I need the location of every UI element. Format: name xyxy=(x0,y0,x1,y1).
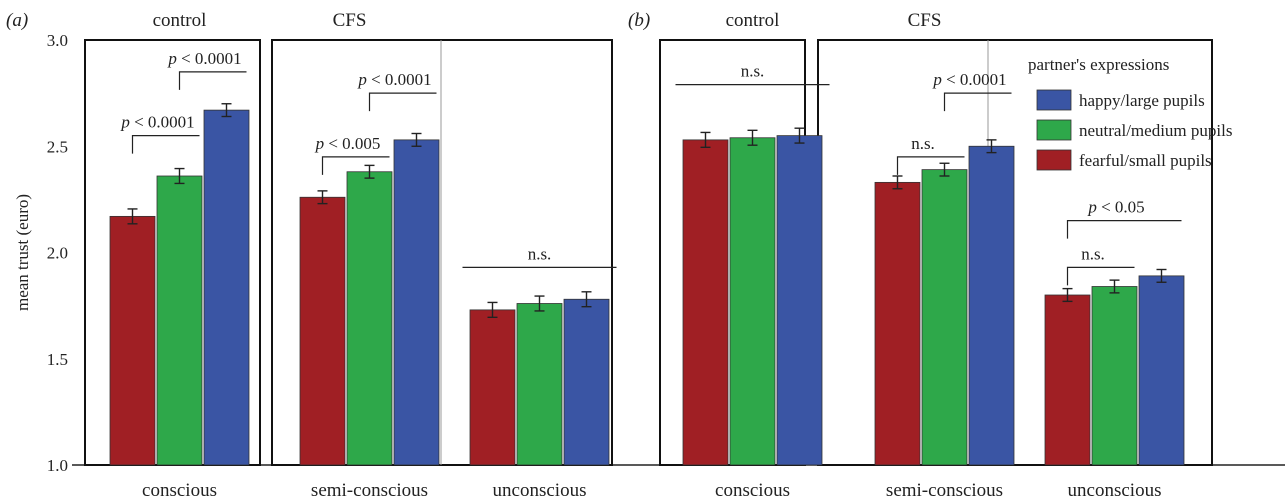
significance-bracket xyxy=(1066,266,1135,286)
significance-label: p < 0.0001 xyxy=(357,70,431,89)
significance-label: n.s. xyxy=(1081,244,1105,263)
bar xyxy=(1138,275,1185,466)
significance-label: n.s. xyxy=(911,134,935,153)
legend-label: fearful/small pupils xyxy=(1079,151,1212,170)
bar xyxy=(682,139,729,466)
condition-label: conscious xyxy=(142,480,217,501)
legend-swatch xyxy=(1036,149,1072,171)
panel-frame xyxy=(271,39,613,466)
significance-bracket xyxy=(178,71,247,90)
group-header: CFS xyxy=(908,10,942,31)
bar xyxy=(346,171,393,466)
significance-bracket xyxy=(131,135,200,154)
bar xyxy=(393,139,440,466)
bar xyxy=(874,181,921,466)
legend-label: neutral/medium pupils xyxy=(1079,121,1232,140)
significance-label: p < 0.0001 xyxy=(167,49,241,68)
bar xyxy=(299,196,346,466)
significance-label: p < 0.005 xyxy=(315,134,381,153)
condition-label: unconscious xyxy=(493,480,587,501)
y-tick-label: 1.0 xyxy=(47,456,68,475)
bar xyxy=(729,137,776,466)
bar xyxy=(776,135,823,466)
group-header: control xyxy=(153,10,207,31)
legend-swatch xyxy=(1036,119,1072,141)
y-tick-label: 1.5 xyxy=(47,350,68,369)
bar xyxy=(563,298,610,466)
bar xyxy=(516,303,563,466)
bar xyxy=(921,169,968,466)
significance-bracket xyxy=(943,92,1012,112)
legend-title: partner's expressions xyxy=(1028,55,1169,74)
condition-label: conscious xyxy=(715,480,790,501)
bar xyxy=(469,309,516,466)
condition-label: unconscious xyxy=(1068,480,1162,501)
y-axis-label: mean trust (euro) xyxy=(13,194,32,311)
legend-label: happy/large pupils xyxy=(1079,91,1205,110)
y-tick-label: 2.0 xyxy=(47,244,68,263)
significance-label: n.s. xyxy=(528,244,552,263)
significance-bracket xyxy=(896,156,965,175)
y-tick-label: 2.5 xyxy=(47,137,68,156)
panel-label: (a) xyxy=(6,10,28,31)
significance-label: p < 0.0001 xyxy=(120,113,194,132)
bar xyxy=(1044,294,1091,466)
bar xyxy=(156,175,203,466)
condition-label: semi-conscious xyxy=(886,480,1003,501)
significance-bracket xyxy=(368,92,437,112)
significance-label: p < 0.05 xyxy=(1087,198,1144,217)
bar xyxy=(968,145,1015,466)
group-header: CFS xyxy=(333,10,367,31)
significance-bracket xyxy=(1066,220,1182,239)
group-header: control xyxy=(726,10,780,31)
condition-label: semi-conscious xyxy=(311,480,428,501)
significance-bracket xyxy=(321,156,390,175)
bar xyxy=(1091,286,1138,466)
y-tick-label: 3.0 xyxy=(47,31,68,50)
legend-swatch xyxy=(1036,89,1072,111)
panel-label: (b) xyxy=(628,10,650,31)
significance-label: p < 0.0001 xyxy=(932,70,1006,89)
bar xyxy=(203,109,250,466)
bar xyxy=(109,215,156,466)
significance-label: n.s. xyxy=(741,62,765,81)
